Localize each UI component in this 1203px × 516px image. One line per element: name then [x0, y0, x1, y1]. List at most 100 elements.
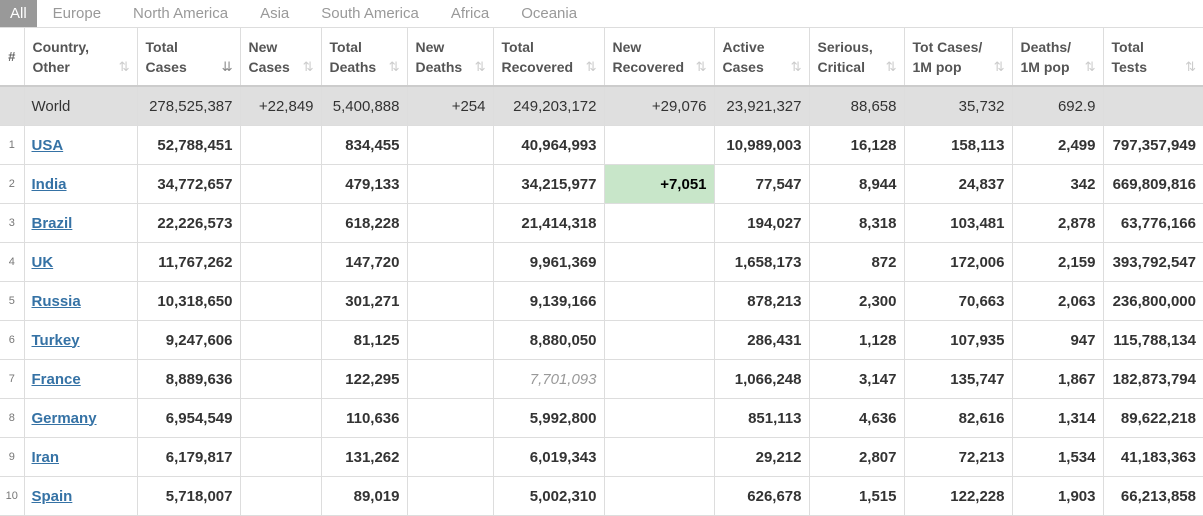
new-deaths-cell: +254 — [407, 86, 494, 126]
header-new-recovered[interactable]: New Recovered ⇅ — [604, 28, 715, 87]
country-link[interactable]: Brazil — [31, 214, 73, 232]
sort-icon: ⇅ — [1084, 59, 1096, 74]
header-label-line1: Tot Cases/ — [912, 38, 983, 55]
country-cell: Brazil — [24, 203, 138, 243]
tab-asia[interactable]: Asia — [260, 5, 290, 22]
rank-cell: 9 — [0, 437, 25, 477]
cases-per-million-cell: 135,747 — [904, 359, 1013, 399]
cases-per-million-cell: 70,663 — [904, 281, 1013, 321]
sort-icon: ⇅ — [474, 59, 486, 74]
header-serious-critical[interactable]: Serious, Critical ⇅ — [809, 28, 905, 87]
header-total-recovered[interactable]: Total Recovered ⇅ — [493, 28, 605, 87]
deaths-per-million-cell: 692.9 — [1012, 86, 1104, 126]
country-cell: France — [24, 359, 138, 399]
header-label-line2: Recovered — [501, 58, 574, 75]
country-link[interactable]: USA — [31, 136, 64, 154]
total-recovered-cell: 9,961,369 — [493, 242, 605, 282]
header-label-line2: 1M pop — [1020, 58, 1070, 75]
header-active-cases[interactable]: Active Cases ⇅ — [714, 28, 810, 87]
total-recovered-cell: 21,414,318 — [493, 203, 605, 243]
total-cases-cell: 6,954,549 — [137, 398, 241, 438]
tab-africa[interactable]: Africa — [450, 5, 490, 22]
total-tests-cell: 66,213,858 — [1103, 476, 1203, 516]
total-tests-cell: 115,788,134 — [1103, 320, 1203, 360]
header-label-line2: Deaths — [329, 58, 377, 75]
serious-critical-cell: 2,807 — [809, 437, 905, 477]
new-deaths-cell — [407, 281, 494, 321]
country-cell: World — [24, 86, 138, 126]
deaths-per-million-cell: 1,867 — [1012, 359, 1104, 399]
sort-icon: ⇅ — [885, 59, 897, 74]
country-link[interactable]: Spain — [31, 487, 73, 505]
rank-cell: 1 — [0, 125, 25, 165]
tab-south-america[interactable]: South America — [321, 5, 419, 22]
table-row: 9 Iran 6,179,817 131,262 6,019,343 29,21… — [0, 437, 1203, 477]
rank-cell: 2 — [0, 164, 25, 204]
country-link[interactable]: India — [31, 175, 67, 193]
new-recovered-cell: +7,051 — [604, 164, 715, 204]
continent-tabs: All Europe North America Asia South Amer… — [0, 0, 1203, 28]
header-new-deaths[interactable]: New Deaths ⇅ — [407, 28, 494, 87]
header-label-line1: New — [612, 38, 642, 55]
serious-critical-cell: 3,147 — [809, 359, 905, 399]
total-deaths-cell: 301,271 — [321, 281, 408, 321]
serious-critical-cell: 8,318 — [809, 203, 905, 243]
active-cases-cell: 194,027 — [714, 203, 810, 243]
tab-all[interactable]: All — [0, 0, 37, 27]
country-link[interactable]: France — [31, 370, 81, 388]
table-row: 1 USA 52,788,451 834,455 40,964,993 10,9… — [0, 125, 1203, 165]
country-link[interactable]: Turkey — [31, 331, 80, 349]
serious-critical-cell: 1,515 — [809, 476, 905, 516]
new-cases-cell — [240, 320, 322, 360]
covid-table: # Country, Other ⇅ Total Cases ⇊ New Cas… — [0, 28, 1203, 516]
country-link[interactable]: Iran — [31, 448, 60, 466]
active-cases-cell: 1,066,248 — [714, 359, 810, 399]
header-total-deaths[interactable]: Total Deaths ⇅ — [321, 28, 408, 87]
new-cases-cell — [240, 476, 322, 516]
tab-oceania[interactable]: Oceania — [521, 5, 578, 22]
new-cases-cell — [240, 398, 322, 438]
country-cell: UK — [24, 242, 138, 282]
serious-critical-cell: 1,128 — [809, 320, 905, 360]
total-deaths-cell: 131,262 — [321, 437, 408, 477]
total-tests-cell: 63,776,166 — [1103, 203, 1203, 243]
sort-icon: ⇅ — [1185, 59, 1196, 74]
deaths-per-million-cell: 2,159 — [1012, 242, 1104, 282]
tab-europe[interactable]: Europe — [52, 5, 102, 22]
tab-north-america[interactable]: North America — [133, 5, 229, 22]
total-cases-cell: 11,767,262 — [137, 242, 241, 282]
header-deaths-per-million[interactable]: Deaths/ 1M pop ⇅ — [1012, 28, 1104, 87]
header-label-line1: Total — [145, 38, 178, 55]
sort-icon: ⇅ — [302, 59, 314, 74]
total-deaths-cell: 110,636 — [321, 398, 408, 438]
header-cases-per-million[interactable]: Tot Cases/ 1M pop ⇅ — [904, 28, 1013, 87]
header-label-line1: Country, — [32, 38, 90, 55]
header-new-cases[interactable]: New Cases ⇅ — [240, 28, 322, 87]
header-total-tests[interactable]: Total Tests ⇅ — [1103, 28, 1203, 87]
total-recovered-cell: 5,002,310 — [493, 476, 605, 516]
header-label-line1: Total — [501, 38, 534, 55]
header-label-line1: New — [415, 38, 445, 55]
header-country[interactable]: Country, Other ⇅ — [24, 28, 138, 87]
active-cases-cell: 77,547 — [714, 164, 810, 204]
rank-cell — [0, 86, 25, 126]
total-recovered-cell: 8,880,050 — [493, 320, 605, 360]
new-deaths-cell — [407, 320, 494, 360]
total-cases-cell: 52,788,451 — [137, 125, 241, 165]
country-link[interactable]: Germany — [31, 409, 97, 427]
deaths-per-million-cell: 342 — [1012, 164, 1104, 204]
total-tests-cell — [1103, 86, 1203, 126]
rank-cell: 7 — [0, 359, 25, 399]
new-deaths-cell — [407, 359, 494, 399]
country-cell: USA — [24, 125, 138, 165]
new-recovered-cell — [604, 398, 715, 438]
country-cell: India — [24, 164, 138, 204]
country-link[interactable]: UK — [31, 253, 54, 271]
header-total-cases[interactable]: Total Cases ⇊ — [137, 28, 241, 87]
table-row: 2 India 34,772,657 479,133 34,215,977 +7… — [0, 164, 1203, 204]
header-label-line2: 1M pop — [912, 58, 962, 75]
total-deaths-cell: 618,228 — [321, 203, 408, 243]
country-link[interactable]: Russia — [31, 292, 81, 310]
total-cases-cell: 278,525,387 — [137, 86, 241, 126]
deaths-per-million-cell: 1,534 — [1012, 437, 1104, 477]
